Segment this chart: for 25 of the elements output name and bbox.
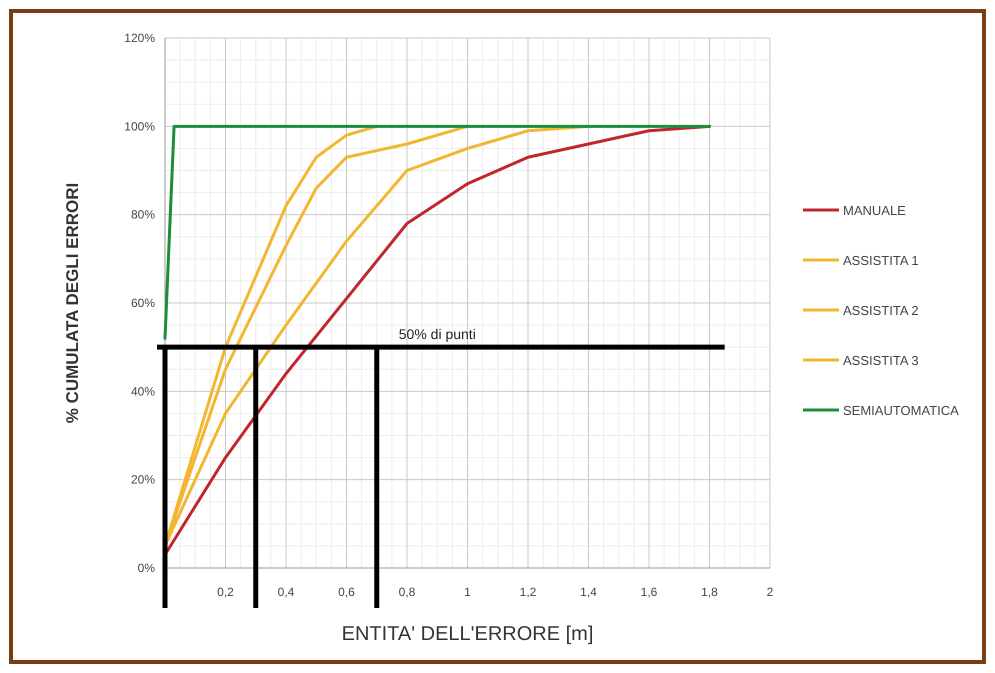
x-tick-label: 0,8 xyxy=(398,585,416,599)
legend-label: ASSISTITA 1 xyxy=(843,253,919,268)
x-tick-label: 1,4 xyxy=(580,585,598,599)
y-tick-label: 0% xyxy=(138,561,156,575)
x-axis-title: ENTITA' DELL'ERRORE [m] xyxy=(342,623,594,645)
x-tick-label: 1 xyxy=(464,585,472,599)
y-tick-label: 120% xyxy=(124,31,156,45)
x-tick-label: 1,6 xyxy=(640,585,658,599)
y-tick-label: 20% xyxy=(130,472,156,487)
legend-label: ASSISTITA 2 xyxy=(843,303,919,318)
y-tick-label: 40% xyxy=(130,384,156,398)
legend-label: MANUALE xyxy=(843,203,906,218)
y-axis-title: % CUMULATA DEGLI ERRORI xyxy=(63,182,82,424)
y-tick-label: 100% xyxy=(124,119,156,134)
x-tick-label: 0,6 xyxy=(338,585,356,599)
legend-label: ASSISTITA 3 xyxy=(843,353,919,368)
x-tick-label: 0,4 xyxy=(278,585,295,599)
ref-line-label: 50% di punti xyxy=(398,326,476,342)
y-tick-label: 60% xyxy=(130,296,156,310)
x-tick-label: 1,2 xyxy=(520,585,537,599)
x-tick-label: 2 xyxy=(766,585,774,599)
x-tick-label: 0,2 xyxy=(217,585,234,599)
y-tick-label: 80% xyxy=(130,208,156,222)
legend-label: SEMIAUTOMATICA xyxy=(843,403,960,418)
x-tick-label: 1,8 xyxy=(701,585,718,599)
